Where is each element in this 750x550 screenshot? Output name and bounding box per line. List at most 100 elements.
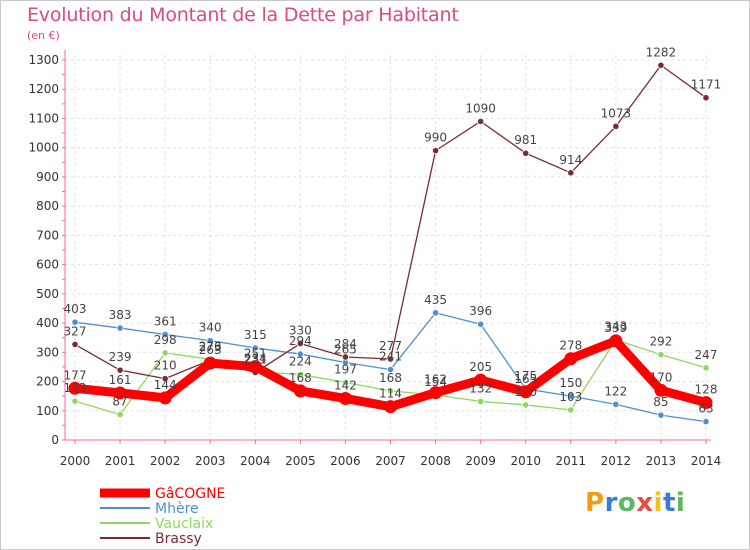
y-tick-label: 1000 xyxy=(28,141,59,155)
y-tick-label: 1300 xyxy=(28,53,59,67)
data-point xyxy=(522,149,530,157)
y-tick-label: 1200 xyxy=(28,82,59,96)
data-point xyxy=(338,391,352,405)
data-point xyxy=(341,353,350,361)
data-point xyxy=(71,397,79,405)
data-point xyxy=(113,386,127,400)
data-label: 168 xyxy=(289,371,312,385)
y-tick-label: 200 xyxy=(36,375,59,389)
data-point xyxy=(341,378,350,387)
data-label: 315 xyxy=(244,328,267,342)
data-label: 277 xyxy=(379,339,402,353)
data-label: 241 xyxy=(379,350,402,364)
y-tick-label: 0 xyxy=(51,433,59,447)
data-point xyxy=(158,391,172,405)
y-tick-label: 800 xyxy=(36,199,59,213)
data-label: 273 xyxy=(199,340,222,354)
y-tick-label: 900 xyxy=(36,170,59,184)
data-point xyxy=(206,337,214,345)
x-tick-label: 2001 xyxy=(105,454,136,468)
proxiti-logo: Proxiti xyxy=(585,488,686,518)
data-label: 224 xyxy=(289,355,312,369)
data-point xyxy=(161,330,169,339)
data-label: 197 xyxy=(334,362,357,376)
legend-label-brassy: Brassy xyxy=(155,531,202,547)
data-label: 87 xyxy=(112,395,127,409)
x-tick-label: 2010 xyxy=(510,454,541,468)
data-label: 276 xyxy=(199,339,222,353)
data-point xyxy=(116,324,124,332)
data-point xyxy=(384,400,397,414)
data-label: 122 xyxy=(604,384,627,398)
data-point xyxy=(657,351,665,359)
data-point xyxy=(161,349,169,357)
data-point xyxy=(477,117,485,125)
data-label: 144 xyxy=(154,378,177,392)
data-label: 990 xyxy=(424,131,447,145)
data-point xyxy=(116,366,124,374)
data-label: 154 xyxy=(424,375,447,389)
data-label: 128 xyxy=(695,383,718,397)
legend-label-mhère: Mhère xyxy=(155,501,199,517)
legend-label-gâcogne: GâCOGNE xyxy=(155,486,225,502)
x-tick-label: 2011 xyxy=(556,454,587,468)
data-label: 278 xyxy=(559,339,582,353)
data-point xyxy=(699,396,713,410)
data-point xyxy=(71,318,79,326)
x-tick-label: 2006 xyxy=(330,454,361,468)
data-label: 265 xyxy=(334,343,357,357)
y-tick-label: 300 xyxy=(36,345,59,359)
data-label: 85 xyxy=(653,395,668,409)
data-label: 161 xyxy=(109,373,132,387)
chart-subtitle: (en €) xyxy=(27,29,60,42)
data-label: 403 xyxy=(64,302,87,316)
data-point xyxy=(68,381,82,395)
data-label: 298 xyxy=(154,333,177,347)
data-label: 294 xyxy=(289,334,312,348)
x-tick-label: 2007 xyxy=(375,454,406,468)
data-label: 330 xyxy=(289,324,312,338)
data-label: 981 xyxy=(514,133,537,147)
data-label: 234 xyxy=(244,352,267,366)
data-label: 165 xyxy=(514,372,537,386)
data-label: 132 xyxy=(469,381,492,395)
x-tick-label: 2002 xyxy=(150,454,181,468)
x-tick-label: 2000 xyxy=(60,454,91,468)
data-point xyxy=(477,397,485,406)
data-label: 142 xyxy=(334,378,357,392)
x-tick-label: 2003 xyxy=(195,454,226,468)
data-label: 170 xyxy=(649,370,672,384)
data-label: 103 xyxy=(559,390,582,404)
y-tick-label: 400 xyxy=(36,316,59,330)
data-point xyxy=(161,375,169,383)
data-label: 133 xyxy=(64,381,87,395)
data-label: 150 xyxy=(559,376,582,390)
data-point xyxy=(386,387,395,395)
y-tick-label: 500 xyxy=(36,287,59,301)
data-label: 63 xyxy=(698,402,713,416)
data-label: 1171 xyxy=(691,78,722,92)
data-label: 162 xyxy=(424,373,447,387)
y-tick-label: 100 xyxy=(36,404,59,418)
data-point xyxy=(474,373,488,387)
y-tick-label: 600 xyxy=(36,258,59,272)
data-label: 114 xyxy=(379,387,402,401)
data-point xyxy=(429,386,443,400)
x-tick-label: 2009 xyxy=(465,454,496,468)
data-point xyxy=(567,169,575,177)
data-point xyxy=(251,344,259,352)
data-point xyxy=(564,352,578,366)
data-point xyxy=(116,410,124,419)
data-label: 231 xyxy=(244,352,267,366)
y-tick-label: 1100 xyxy=(28,111,59,125)
data-point xyxy=(296,350,304,358)
data-label: 339 xyxy=(604,321,627,335)
data-point xyxy=(522,401,530,409)
data-point xyxy=(248,360,262,374)
data-label: 284 xyxy=(334,337,357,351)
data-label: 383 xyxy=(109,308,132,322)
x-tick-label: 2005 xyxy=(285,454,316,468)
data-label: 120 xyxy=(514,385,537,399)
data-point xyxy=(71,340,79,349)
